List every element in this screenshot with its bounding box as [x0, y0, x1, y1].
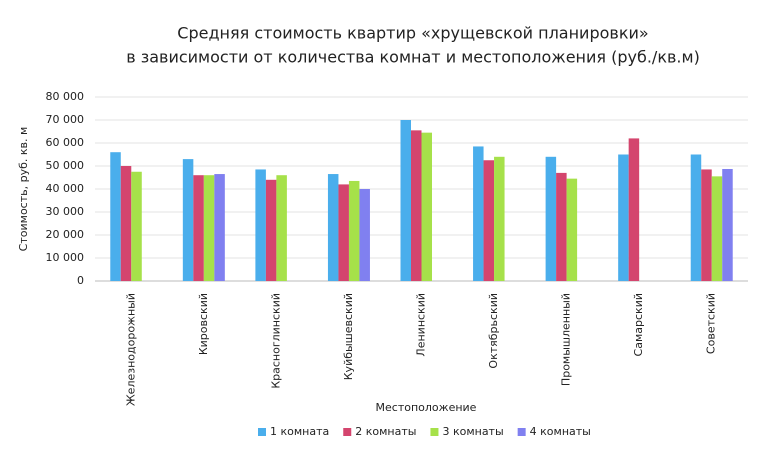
bar	[483, 160, 495, 281]
bar	[214, 174, 225, 281]
x-tick-label: Советский	[705, 293, 718, 354]
bar	[110, 152, 121, 281]
chart-title: Средняя стоимость квартир «хрущевской пл…	[177, 24, 648, 43]
bar	[473, 146, 484, 281]
legend-label: 4 комнаты	[530, 425, 591, 438]
bar	[131, 171, 142, 281]
bar	[545, 156, 557, 281]
bar	[494, 156, 505, 281]
legend-label: 2 комнаты	[355, 425, 416, 438]
bar	[193, 175, 204, 281]
bar	[690, 154, 702, 281]
bar	[182, 159, 194, 281]
y-tick-label: 0	[77, 274, 84, 287]
bar	[411, 130, 422, 281]
x-tick-label: Ленинский	[415, 293, 428, 357]
chart-title: в зависимости от количества комнат и мес…	[126, 48, 700, 67]
bar	[348, 180, 360, 281]
x-tick-label: Красноглинский	[269, 293, 282, 389]
x-tick-label: Железнодорожный	[124, 293, 137, 406]
x-tick-label: Промышленный	[560, 293, 573, 386]
bar	[327, 174, 339, 281]
legend-label: 1 комната	[270, 425, 329, 438]
x-axis-label: Местоположение	[376, 401, 477, 414]
bar	[400, 120, 411, 281]
bar	[701, 169, 712, 281]
bar	[203, 175, 215, 281]
legend-swatch	[517, 428, 526, 436]
y-tick-label: 60 000	[46, 136, 85, 149]
bar	[722, 168, 733, 281]
bar	[711, 176, 723, 281]
bar	[618, 154, 629, 281]
y-tick-label: 10 000	[46, 251, 85, 264]
legend-swatch	[343, 428, 352, 436]
y-axis-label: Стоимость, руб. кв. м	[17, 127, 30, 252]
bar	[338, 184, 349, 281]
y-tick-label: 40 000	[46, 182, 85, 195]
bar	[359, 189, 370, 281]
y-tick-label: 70 000	[46, 113, 85, 126]
bar	[255, 169, 266, 281]
bar	[566, 178, 578, 281]
x-tick-label: Октябрьский	[487, 293, 500, 369]
bar	[265, 179, 277, 281]
bar	[120, 166, 132, 281]
bar	[628, 138, 640, 281]
legend-swatch	[430, 428, 439, 436]
x-tick-label: Самарский	[632, 293, 645, 356]
legend-swatch	[258, 428, 266, 436]
bar	[276, 175, 287, 281]
legend-label: 3 комнаты	[442, 425, 503, 438]
bar	[421, 132, 432, 281]
y-tick-label: 30 000	[46, 205, 85, 218]
y-tick-label: 50 000	[46, 159, 85, 172]
y-tick-label: 20 000	[46, 228, 85, 241]
bar	[556, 172, 567, 281]
y-tick-label: 80 000	[46, 90, 85, 103]
x-tick-label: Куйбышевский	[342, 293, 355, 380]
x-tick-label: Кировский	[197, 293, 210, 355]
